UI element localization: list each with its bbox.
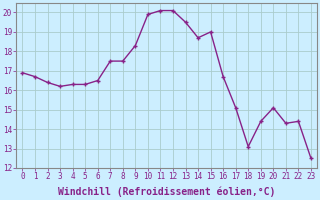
X-axis label: Windchill (Refroidissement éolien,°C): Windchill (Refroidissement éolien,°C)	[58, 187, 276, 197]
